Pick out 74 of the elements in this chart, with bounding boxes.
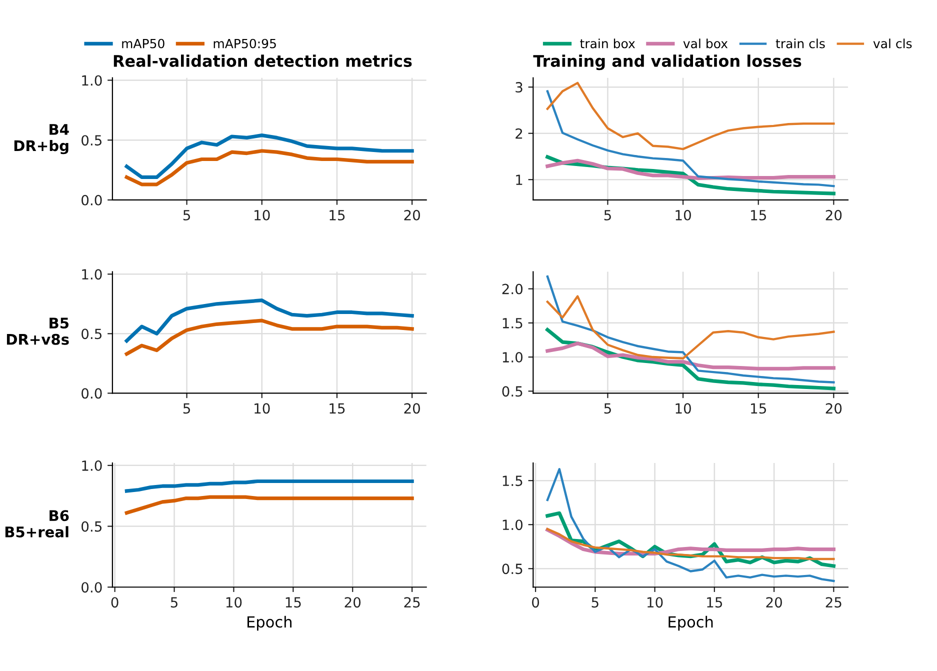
- y-tick-label: 1.5: [502, 476, 522, 486]
- line-series: [546, 82, 835, 150]
- x-tick-label: 15: [707, 597, 722, 608]
- y-tick-label: 1.0: [82, 75, 102, 86]
- x-axis-title: Epoch: [247, 616, 292, 631]
- x-tick-label: 15: [286, 597, 301, 608]
- y-tick-label: 0.5: [82, 135, 102, 146]
- x-tick-label: 10: [226, 597, 242, 608]
- line-series: [124, 134, 414, 180]
- x-tick-label: 20: [826, 210, 842, 220]
- x-tick-label: 25: [404, 597, 420, 608]
- x-axis-title: Epoch: [668, 616, 713, 631]
- y-tick-label: 1.0: [502, 352, 523, 363]
- line-series: [124, 479, 414, 493]
- y-tick-label: 1.0: [82, 460, 102, 471]
- line-series: [546, 528, 835, 560]
- legend-label: mAP50: [122, 38, 164, 48]
- y-tick-label: 1.5: [502, 318, 522, 328]
- line-series: [124, 149, 414, 186]
- chart-title: Training and validation losses: [533, 54, 802, 70]
- y-tick-label: 0.0: [82, 388, 102, 399]
- x-tick-label: 5: [604, 403, 611, 414]
- x-tick-label: 10: [254, 403, 270, 414]
- legend-label: train cls: [776, 38, 825, 48]
- line-series: [546, 158, 836, 180]
- y-axis-title: B6 B5+real: [5, 510, 69, 538]
- y-tick-label: 1: [516, 174, 522, 185]
- legend-label: mAP50:95: [214, 38, 276, 48]
- x-tick-label: 10: [254, 210, 270, 220]
- x-tick-label: 0: [111, 597, 118, 608]
- line-series: [546, 90, 835, 188]
- line-series: [124, 495, 414, 515]
- x-tick-label: 25: [826, 597, 842, 608]
- y-tick-label: 0.5: [82, 328, 102, 340]
- line-series: [124, 318, 414, 356]
- x-tick-label: 15: [751, 403, 766, 414]
- y-tick-label: 0.5: [502, 564, 522, 574]
- x-tick-label: 20: [404, 210, 420, 220]
- x-tick-label: 20: [766, 597, 782, 608]
- x-tick-label: 10: [676, 210, 691, 220]
- line-series: [546, 295, 835, 360]
- y-tick-label: 1.0: [82, 269, 102, 280]
- y-tick-label: 3: [516, 82, 522, 93]
- y-tick-label: 0.5: [82, 521, 102, 532]
- x-tick-label: 15: [330, 403, 345, 414]
- legend-label: train box: [580, 38, 636, 48]
- legend-label: val cls: [873, 38, 912, 48]
- x-tick-label: 5: [183, 403, 190, 414]
- line-series: [546, 342, 836, 370]
- x-tick-label: 20: [344, 597, 361, 608]
- y-axis-title: B5 DR+v8s: [6, 318, 69, 345]
- legend-label: val box: [683, 38, 728, 48]
- line-series: [546, 275, 835, 384]
- x-tick-label: 15: [751, 210, 766, 220]
- x-tick-label: 20: [826, 403, 842, 414]
- x-tick-label: 0: [532, 597, 540, 608]
- x-tick-label: 5: [183, 210, 190, 220]
- y-tick-label: 2: [516, 128, 522, 139]
- line-series: [124, 298, 414, 343]
- x-tick-label: 5: [604, 210, 611, 220]
- chart-title: Real-validation detection metrics: [114, 54, 412, 67]
- y-tick-label: 0.0: [82, 194, 102, 206]
- x-tick-label: 5: [170, 597, 178, 608]
- y-tick-label: 0.0: [82, 582, 102, 593]
- y-tick-label: 2.0: [502, 284, 523, 294]
- x-tick-label: 10: [676, 403, 691, 414]
- x-tick-label: 20: [404, 403, 420, 414]
- x-tick-label: 5: [592, 597, 598, 608]
- x-tick-label: 10: [647, 597, 663, 608]
- y-axis-title: B4 DR+bg: [14, 124, 69, 154]
- line-series: [546, 468, 835, 582]
- y-tick-label: 1.0: [502, 520, 523, 530]
- x-tick-label: 15: [330, 210, 345, 220]
- y-tick-label: 0.5: [502, 386, 522, 397]
